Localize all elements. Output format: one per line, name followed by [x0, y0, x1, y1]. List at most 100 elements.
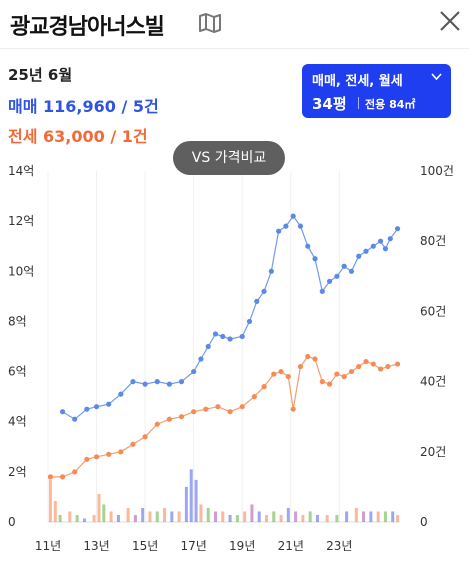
- volume-bar: [206, 507, 210, 522]
- jeonse-point: [370, 361, 376, 367]
- volume-bar: [48, 479, 52, 522]
- volume-bar: [294, 511, 298, 522]
- period-label: 25년 6월: [8, 66, 73, 84]
- jeonse-point: [312, 356, 318, 362]
- sale-point: [220, 333, 226, 340]
- volume-bar: [155, 511, 159, 522]
- y-left-tick-label: 4억: [8, 415, 27, 429]
- volume-bar: [177, 511, 181, 522]
- sale-point: [297, 223, 304, 229]
- volume-bar: [325, 514, 329, 522]
- volume-bar: [354, 507, 358, 522]
- sale-summary: 매매 116,960 / 5건: [8, 93, 159, 117]
- volume-bar: [126, 507, 130, 522]
- volume-bar: [264, 514, 268, 522]
- x-tick-label: 13년: [83, 539, 109, 553]
- y-right-tick-label: 20건: [420, 445, 446, 459]
- volume-bar: [141, 507, 145, 522]
- sale-point: [246, 318, 253, 325]
- sale-point: [254, 298, 260, 304]
- sale-point: [72, 416, 78, 422]
- volume-bar: [279, 514, 283, 522]
- jeonse-point: [394, 361, 401, 367]
- jeonse-point: [348, 368, 355, 375]
- sale-point: [191, 368, 197, 375]
- volume-bar: [383, 511, 387, 522]
- volume-bar: [308, 511, 312, 522]
- volume-bar: [68, 511, 72, 522]
- jeonse-point: [106, 451, 112, 457]
- jeonse-point: [356, 363, 362, 370]
- x-tick-label: 23년: [326, 539, 352, 553]
- volume-bar: [257, 511, 261, 522]
- jeonse-point: [285, 373, 291, 380]
- volume-bar: [148, 511, 152, 522]
- sale-point: [377, 238, 384, 244]
- jeonse-label: 전세: [8, 127, 38, 146]
- sale-point: [305, 243, 311, 249]
- jeonse-point: [84, 456, 90, 462]
- close-icon[interactable]: [438, 9, 462, 33]
- trade-type-label: 매매, 전세, 월세: [312, 74, 403, 89]
- volume-bar: [189, 469, 193, 522]
- volume-bar: [214, 511, 218, 522]
- area-label: 전용 84㎡: [365, 98, 416, 111]
- sale-point: [178, 379, 185, 385]
- volume-bar: [221, 511, 225, 522]
- volume-bar: [243, 511, 247, 522]
- volume-bar: [286, 507, 290, 522]
- compare-button[interactable]: VS 가격비교: [173, 141, 285, 175]
- volume-bar: [163, 507, 167, 522]
- page-title: 광교경남아너스빌: [10, 15, 165, 40]
- y-left-tick-label: 0: [8, 515, 16, 529]
- sale-label: 매매: [8, 97, 38, 116]
- y-right-tick-label: 0: [420, 515, 428, 529]
- jeonse-point: [154, 421, 160, 427]
- filter-divider: [358, 97, 359, 109]
- y-left-tick-label: 2억: [8, 465, 27, 479]
- sale-point: [227, 336, 233, 342]
- x-tick-label: 19년: [229, 539, 255, 553]
- volume-bar: [369, 511, 373, 522]
- volume-bar: [376, 511, 380, 522]
- y-right-tick-label: 40건: [420, 375, 446, 389]
- y-left-tick-label: 8억: [8, 314, 27, 328]
- volume-bar: [92, 514, 96, 522]
- jeonse-point: [166, 416, 172, 422]
- trade-filter-button[interactable]: 매매, 전세, 월세 34평 전용 84㎡: [302, 64, 451, 118]
- sale-point: [334, 273, 340, 279]
- volume-bar: [116, 514, 120, 522]
- jeonse-point: [290, 406, 296, 412]
- volume-bar: [345, 511, 349, 522]
- volume-bar: [315, 514, 319, 522]
- volume-bar: [194, 479, 198, 522]
- sale-point: [319, 288, 325, 294]
- sale-point: [205, 343, 211, 350]
- sale-point: [370, 243, 376, 249]
- jeonse-point: [278, 368, 284, 375]
- volume-bar: [82, 518, 86, 522]
- sale-point: [382, 246, 389, 252]
- volume-bar: [301, 514, 305, 522]
- sale-point: [394, 226, 401, 232]
- map-icon[interactable]: [198, 12, 222, 34]
- sale-point: [363, 248, 369, 254]
- volume-bar: [58, 514, 62, 522]
- jeonse-value: 63,000 / 1건: [43, 127, 148, 146]
- jeonse-point: [93, 454, 100, 460]
- volume-bar: [250, 504, 254, 522]
- volume-bar: [109, 511, 113, 522]
- x-tick-label: 17년: [180, 539, 206, 553]
- sale-point: [261, 288, 267, 294]
- jeonse-point: [363, 358, 369, 365]
- volume-bar: [391, 511, 395, 522]
- jeonse-point: [341, 373, 347, 380]
- sale-point: [276, 228, 282, 234]
- jeonse-point: [377, 366, 384, 372]
- jeonse-point: [385, 363, 391, 370]
- volume-bar: [272, 511, 276, 522]
- volume-bar: [235, 514, 239, 522]
- sale-point: [198, 356, 204, 362]
- header-bar: 광교경남아너스빌: [0, 0, 469, 49]
- sale-series-line: [62, 215, 399, 420]
